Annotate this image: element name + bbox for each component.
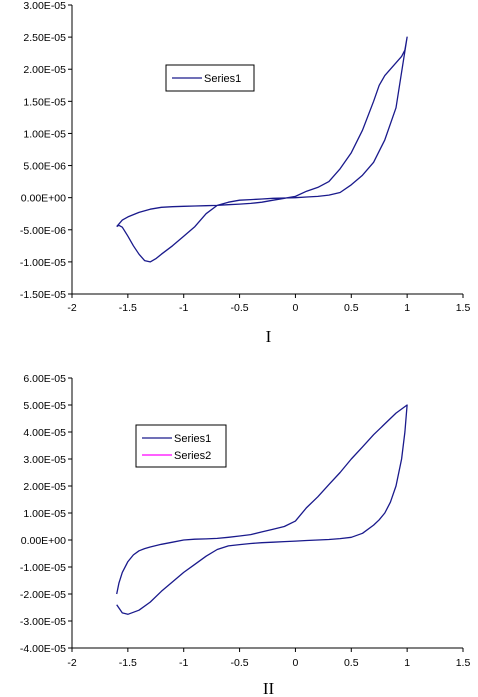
x-tick-label: 1.5 [456, 302, 471, 314]
legend-label: Series1 [204, 73, 241, 85]
y-tick-label: -1.00E-05 [20, 257, 66, 269]
y-tick-label: 2.00E-05 [23, 481, 66, 493]
y-tick-label: 0.00E+00 [21, 193, 66, 205]
series-line-1 [116, 36, 408, 263]
y-tick-label: 3.00E-05 [23, 0, 66, 12]
x-tick-label: -2 [67, 657, 76, 669]
y-tick-label: 0.00E+00 [21, 535, 66, 547]
y-tick-label: 1.50E-05 [23, 96, 66, 108]
panel-caption: II [263, 679, 275, 697]
chart-panel-ii: 6.00E-05 5.00E-05 4.00E-05 3.00E-05 2.00E-05… [20, 373, 471, 697]
x-tick-label: 0 [293, 302, 299, 314]
legend-label: Series1 [174, 433, 211, 445]
y-tick-label: -4.00E-05 [20, 643, 66, 655]
y-tick-label: 1.00E-05 [23, 508, 66, 520]
x-tick-label: -1.5 [119, 657, 137, 669]
y-tick-label: 6.00E-05 [23, 373, 66, 385]
x-tick-label: -1 [179, 302, 188, 314]
y-tick-label: -3.00E-05 [20, 616, 66, 628]
y-tick-label: 1.00E-05 [23, 128, 66, 140]
x-tick-label: -2 [67, 302, 76, 314]
panel-caption: I [266, 327, 272, 346]
chart-panel-i: 3.00E-05 2.50E-05 2.00E-05 1.50E-05 1.00E-05… [20, 0, 471, 346]
y-tick-label: 5.00E-05 [23, 400, 66, 412]
y-tick-label: 5.00E-06 [23, 161, 66, 173]
legend: Series1 Series2 [135, 424, 227, 468]
y-tick-label: 3.00E-05 [23, 454, 66, 466]
x-tick-label: -1 [179, 657, 188, 669]
y-tick-label: -1.00E-05 [20, 562, 66, 574]
x-tick-label: -0.5 [231, 657, 249, 669]
x-tick-label: -0.5 [231, 302, 249, 314]
x-tick-label: 1 [404, 657, 410, 669]
legend-box [135, 424, 227, 468]
x-tick-label: 1.5 [456, 657, 471, 669]
y-tick-label: 2.50E-05 [23, 32, 66, 44]
x-tick-label: 0 [293, 657, 299, 669]
legend-label: Series2 [174, 450, 211, 462]
y-tick-label: -1.50E-05 [20, 289, 66, 301]
y-tick-label: -5.00E-06 [20, 225, 66, 237]
x-tick-label: -1.5 [119, 302, 137, 314]
y-tick-label: 4.00E-05 [23, 427, 66, 439]
legend: Series1 [165, 64, 255, 92]
x-tick-label: 0.5 [344, 657, 359, 669]
series-line-1 [116, 404, 408, 615]
y-tick-label: 2.00E-05 [23, 64, 66, 76]
y-tick-label: -2.00E-05 [20, 589, 66, 601]
x-tick-label: 0.5 [344, 302, 359, 314]
x-tick-label: 1 [404, 302, 410, 314]
